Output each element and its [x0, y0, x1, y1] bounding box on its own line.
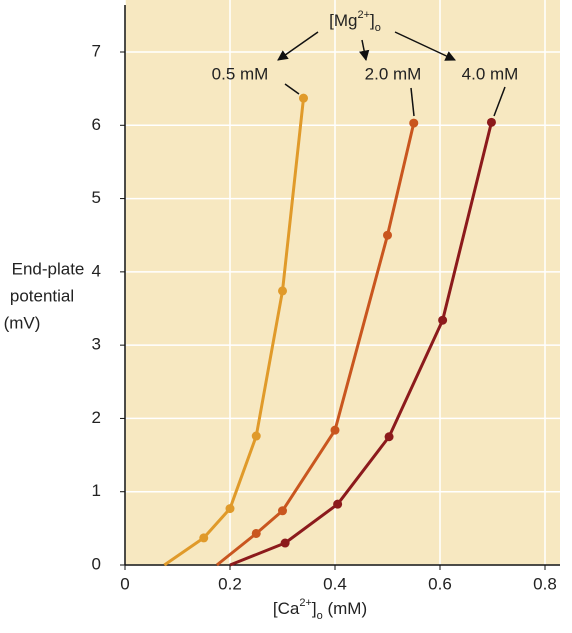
annotation-part: [Mg [329, 11, 357, 30]
y-tick-label: 5 [92, 188, 101, 207]
data-point [278, 506, 287, 516]
series-label: 2.0 mM [365, 64, 422, 83]
x-label-part: ] [312, 599, 317, 618]
leader-line [284, 83, 300, 95]
leader-line [410, 87, 415, 117]
plot-background [125, 0, 560, 565]
annotation-sup: 2+ [357, 9, 370, 21]
data-point [251, 431, 261, 441]
y-axis-label: End-plate [12, 259, 85, 278]
arrows [277, 31, 506, 117]
series-label: 0.5 mM [212, 64, 269, 83]
x-tick-label: 0.8 [533, 574, 557, 593]
x-tick-label: 0.6 [428, 574, 452, 593]
data-point [384, 432, 394, 442]
grid [124, 0, 560, 566]
y-tick-label: 4 [92, 261, 101, 280]
data-point [299, 93, 308, 103]
leader-line [493, 86, 506, 117]
x-tick-label: 0 [120, 574, 129, 593]
annotation: [Mg2+]o [329, 9, 381, 34]
x-tick-label: 0.2 [218, 574, 242, 593]
data-point [383, 230, 392, 240]
series-line [163, 98, 305, 567]
annotation-sub: o [375, 22, 381, 34]
y-tick-label: 7 [92, 41, 101, 60]
data-point [225, 504, 235, 514]
x-label-sub: o [317, 610, 323, 622]
arrow [358, 39, 370, 62]
series-label: 4.0 mM [462, 64, 519, 83]
y-tick-label: 0 [92, 554, 101, 573]
data-point [199, 533, 209, 543]
series-line [215, 122, 416, 567]
arrow [277, 31, 319, 61]
y-tick-label: 3 [92, 335, 101, 354]
arrow [394, 31, 456, 61]
x-label-part: (mM) [323, 599, 367, 618]
data-point [280, 538, 290, 548]
x-axis-label: [Ca2+]o (mM) [273, 597, 367, 622]
data-point [330, 425, 340, 435]
x-label-sup: 2+ [299, 597, 312, 609]
x-label-part: [Ca [273, 599, 300, 618]
x-tick-label: 0.4 [323, 574, 347, 593]
y-tick-label: 2 [92, 408, 101, 427]
series-line [229, 121, 493, 567]
y-axis-label: (mV) [4, 313, 41, 332]
y-tick-label: 6 [92, 115, 101, 134]
data-point [438, 315, 448, 325]
data-point [486, 117, 496, 127]
data-point [278, 286, 287, 296]
data-point [333, 499, 343, 509]
data-point [409, 118, 419, 128]
y-axis-label: potential [10, 286, 74, 305]
annotation-part: ] [370, 11, 375, 30]
data-point [251, 528, 261, 538]
y-tick-label: 1 [92, 481, 101, 500]
